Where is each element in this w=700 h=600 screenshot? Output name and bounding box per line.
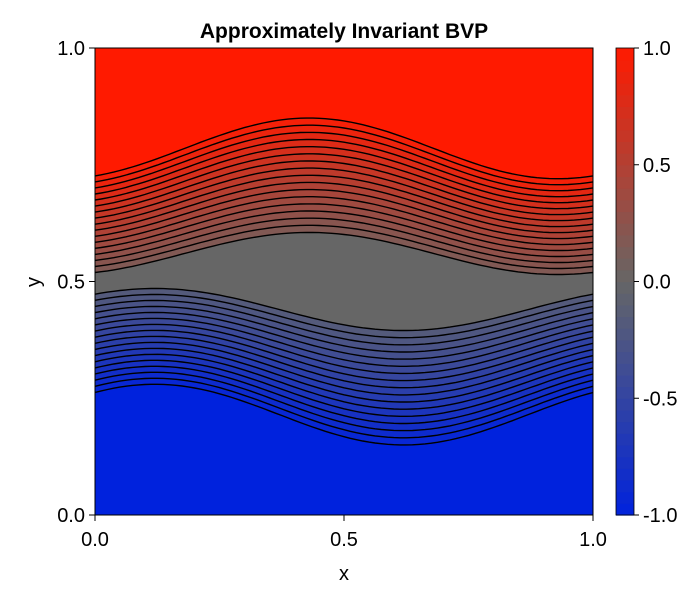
contour-line — [95, 188, 593, 240]
contour-line — [95, 293, 593, 339]
contour-line — [95, 377, 593, 439]
colorbar-segment — [616, 129, 634, 142]
chart-title: Approximately Invariant BVP — [200, 20, 488, 43]
contour-line — [95, 145, 593, 204]
colorbar-segment — [616, 211, 634, 224]
colorbar-segment — [616, 83, 634, 96]
contour-line — [95, 341, 593, 396]
contour-line — [95, 167, 593, 222]
contour-line — [95, 210, 593, 258]
colorbar-segment — [616, 304, 634, 318]
colorbar-segment — [616, 176, 634, 189]
colorbar-segment — [616, 269, 634, 283]
colorbar-segment — [616, 374, 634, 388]
y-tick-label: 1.0 — [57, 38, 85, 60]
colorbar-tick-label: 1.0 — [643, 38, 671, 60]
colorbar-tick-label: -1.0 — [643, 505, 677, 527]
colorbar-segment — [616, 479, 634, 493]
colorbar: 1.0 0.5 0.0 -0.5 -1.0 — [615, 38, 677, 527]
colorbar-segment — [616, 223, 634, 236]
contour-line — [95, 160, 593, 216]
colorbar-segment — [616, 94, 634, 107]
colorbar-segment — [616, 351, 634, 364]
colorbar-segment — [616, 503, 634, 516]
colorbar-segment — [616, 421, 634, 434]
contour-line — [95, 231, 593, 276]
plot-area — [95, 48, 593, 515]
colorbar-segment — [616, 339, 634, 353]
contour-line — [95, 287, 593, 332]
colorbar-segment — [616, 398, 634, 411]
colorbar-segment — [616, 491, 634, 504]
contour-line — [95, 131, 593, 192]
colorbar-segment — [616, 106, 634, 119]
colorbar-segment — [616, 153, 634, 166]
contour-line — [95, 203, 593, 252]
colorbar-segment — [616, 118, 634, 131]
colorbar-segment — [616, 141, 634, 154]
colorbar-segment — [616, 363, 634, 376]
contour-line — [95, 174, 593, 228]
x-tick-label: 1.0 — [579, 529, 607, 551]
y-tick-label: 0.0 — [57, 505, 85, 527]
contour-line — [95, 181, 593, 234]
x-tick-label: 0.5 — [330, 529, 358, 551]
contour-fills — [95, 48, 593, 515]
colorbar-segment — [616, 246, 634, 259]
colorbar-segment — [616, 281, 634, 294]
y-axis-label: y — [23, 277, 45, 287]
colorbar-segment — [616, 456, 634, 469]
contour-line — [95, 153, 593, 210]
colorbar-segment — [616, 433, 634, 446]
colorbar-tick-label: 0.5 — [643, 155, 671, 177]
contour-line — [95, 195, 593, 246]
contour-line — [95, 317, 593, 367]
contour-line — [95, 329, 593, 382]
colorbar-segment — [616, 444, 634, 458]
colorbar-segment — [616, 328, 634, 341]
contour-line — [95, 138, 593, 198]
contour-line — [95, 299, 593, 346]
colorbar-segment — [616, 188, 634, 201]
contour-line — [95, 347, 593, 403]
colorbar-tick-label: -0.5 — [643, 388, 677, 410]
contour-line — [95, 383, 593, 446]
x-tick-label: 0.0 — [81, 529, 109, 551]
colorbar-segment — [616, 386, 634, 399]
colorbar-tick-label: 0.0 — [643, 272, 671, 294]
x-axis-label: x — [339, 563, 349, 585]
y-axis: 0.0 0.5 1.0 — [57, 38, 95, 527]
colorbar-segment — [616, 293, 634, 306]
contour-line — [95, 371, 593, 432]
contour-lines — [95, 117, 593, 446]
contour-line — [95, 311, 593, 360]
x-axis: 0.0 0.5 1.0 — [81, 515, 607, 551]
colorbar-segment — [616, 59, 634, 72]
colorbar-segment — [616, 258, 634, 271]
contour-line — [95, 217, 593, 264]
contour-line — [95, 365, 593, 425]
contour-line — [95, 124, 593, 186]
contour-line — [95, 323, 593, 375]
contour-line — [95, 359, 593, 417]
contour-line — [95, 335, 593, 389]
colorbar-segment — [616, 199, 634, 213]
contour-line — [95, 117, 593, 180]
colorbar-segment — [616, 164, 634, 178]
colorbar-segment — [616, 71, 634, 84]
y-tick-label: 0.5 — [57, 272, 85, 294]
colorbar-segment — [616, 234, 634, 248]
colorbar-segment — [616, 468, 634, 481]
colorbar-segment — [616, 48, 634, 61]
contour-line — [95, 353, 593, 410]
colorbar-segment — [616, 409, 634, 423]
contour-line — [95, 224, 593, 270]
colorbar-segment — [616, 316, 634, 329]
contour-line — [95, 305, 593, 353]
